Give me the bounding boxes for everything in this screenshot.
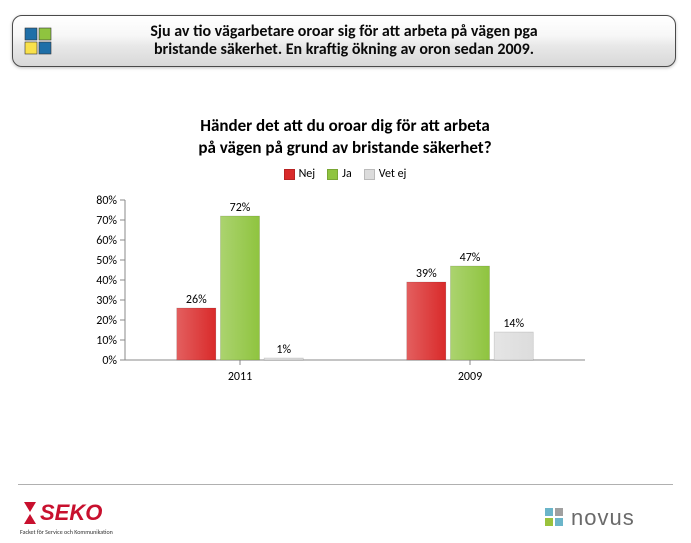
footer-divider: [18, 484, 673, 485]
chart: Händer det att du oroar dig för att arbe…: [45, 115, 645, 390]
chart-legend: Nej Ja Vet ej: [45, 167, 645, 184]
x-tick-label: 2011: [228, 370, 252, 384]
bar-value-label: 72%: [230, 201, 251, 215]
y-tick-label: 40%: [96, 274, 117, 288]
legend-item: Ja: [327, 167, 352, 181]
bar: [177, 308, 216, 360]
y-tick-label: 50%: [96, 254, 117, 268]
y-tick-label: 70%: [96, 214, 117, 228]
bar-value-label: 14%: [503, 317, 524, 331]
bar-value-label: 47%: [460, 251, 481, 265]
chart-title-line1: Händer det att du oroar dig för att arbe…: [200, 115, 490, 136]
chart-title: Händer det att du oroar dig för att arbe…: [45, 115, 645, 159]
legend-item: Vet ej: [364, 167, 407, 181]
legend-swatch: [284, 169, 295, 180]
bar: [220, 216, 259, 360]
seko-logo: SEKO Facket för Service och Kommunikation: [18, 498, 168, 538]
seko-logo-sub: Facket för Service och Kommunikation: [20, 528, 113, 536]
legend-label: Ja: [342, 167, 352, 181]
novus-logo: novus: [543, 503, 673, 533]
bar: [264, 358, 303, 360]
header-title: Sju av tio vägarbetare oroar sig för att…: [53, 19, 675, 63]
legend-swatch: [364, 169, 375, 180]
chart-svg: 0% 10% 20% 30% 40% 50% 60% 70% 80% 2011 26% 72% 1% 20…: [45, 190, 605, 390]
bar-value-label: 26%: [186, 293, 207, 307]
y-tick-label: 0%: [102, 354, 117, 368]
legend-label: Vet ej: [379, 167, 407, 181]
header-banner: Sju av tio vägarbetare oroar sig för att…: [12, 15, 676, 67]
legend-swatch: [327, 169, 338, 180]
y-tick-label: 80%: [96, 194, 117, 208]
y-tick-label: 10%: [96, 334, 117, 348]
bar: [450, 266, 489, 360]
novus-logo-text: novus: [571, 505, 635, 530]
legend-item: Nej: [284, 167, 316, 181]
y-tick-label: 20%: [96, 314, 117, 328]
bar-value-label: 1%: [276, 343, 291, 357]
header-icon: [23, 26, 53, 56]
seko-logo-text: SEKO: [40, 500, 102, 525]
header-title-line1: Sju av tio vägarbetare oroar sig för att…: [150, 22, 537, 41]
bar-value-label: 39%: [416, 267, 437, 281]
x-tick-label: 2009: [458, 370, 482, 384]
header-title-line2: bristande säkerhet. En kraftig ökning av…: [154, 40, 534, 59]
legend-label: Nej: [299, 167, 316, 181]
y-tick-label: 60%: [96, 234, 117, 248]
bar: [407, 282, 446, 360]
footer-logos: SEKO Facket för Service och Kommunikation…: [18, 498, 673, 538]
chart-title-line2: på vägen på grund av bristande säkerhet?: [198, 137, 491, 158]
bar: [494, 332, 533, 360]
y-tick-label: 30%: [96, 294, 117, 308]
